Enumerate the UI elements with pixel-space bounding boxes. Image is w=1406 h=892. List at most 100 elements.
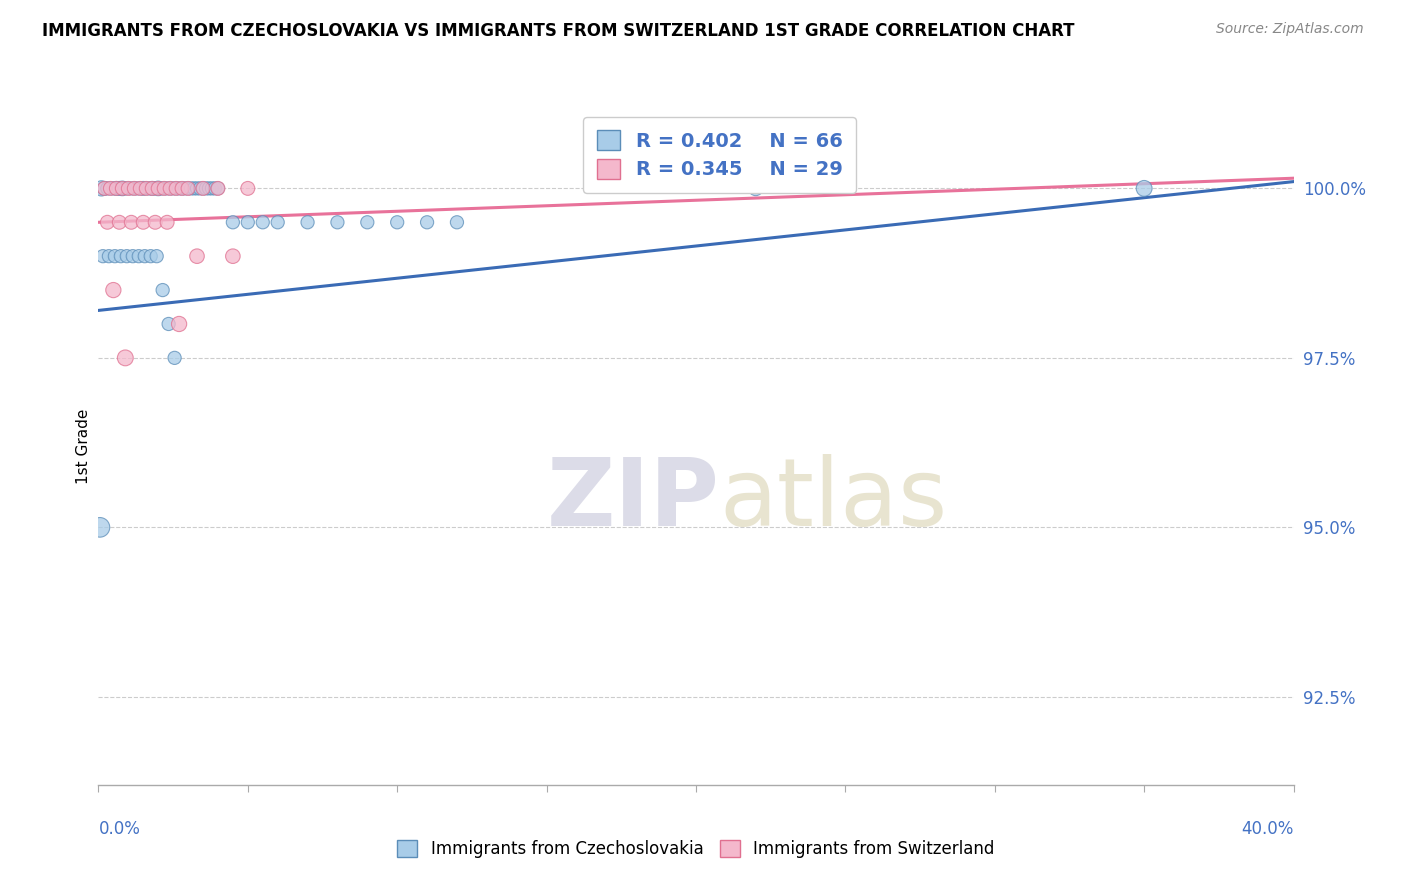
Point xyxy=(120,181,142,195)
Point xyxy=(267,215,290,229)
Point xyxy=(93,181,115,195)
Point xyxy=(165,181,187,195)
Point xyxy=(127,181,149,195)
Point xyxy=(236,215,259,229)
Point xyxy=(177,181,200,195)
Point xyxy=(163,351,186,365)
Point xyxy=(198,181,221,195)
Point xyxy=(98,181,122,195)
Point xyxy=(159,181,181,195)
Text: Source: ZipAtlas.com: Source: ZipAtlas.com xyxy=(1216,22,1364,37)
Point xyxy=(207,181,229,195)
Point xyxy=(117,181,139,195)
Point xyxy=(120,215,142,229)
Point xyxy=(104,249,127,263)
Point xyxy=(152,283,174,297)
Point xyxy=(96,181,118,195)
Point xyxy=(172,181,194,195)
Point xyxy=(129,181,152,195)
Point xyxy=(108,181,131,195)
Point xyxy=(156,181,179,195)
Point xyxy=(416,215,439,229)
Point xyxy=(138,181,160,195)
Point xyxy=(165,181,187,195)
Point xyxy=(159,181,181,195)
Point xyxy=(124,181,146,195)
Point xyxy=(446,215,468,229)
Point xyxy=(148,181,170,195)
Point xyxy=(135,181,157,195)
Point xyxy=(114,181,136,195)
Point xyxy=(236,181,259,195)
Point xyxy=(143,181,166,195)
Point xyxy=(297,215,319,229)
Text: atlas: atlas xyxy=(720,454,948,546)
Point xyxy=(157,317,180,331)
Point xyxy=(1133,181,1156,195)
Text: 0.0%: 0.0% xyxy=(98,820,141,838)
Point xyxy=(150,181,173,195)
Point xyxy=(96,215,118,229)
Y-axis label: 1st Grade: 1st Grade xyxy=(76,409,91,483)
Point xyxy=(103,283,125,297)
Point xyxy=(115,249,138,263)
Point xyxy=(167,181,190,195)
Point xyxy=(153,181,176,195)
Point xyxy=(105,181,128,195)
Point xyxy=(105,181,128,195)
Point xyxy=(222,249,245,263)
Point xyxy=(162,181,184,195)
Point xyxy=(180,181,202,195)
Point xyxy=(114,351,136,365)
Point xyxy=(174,181,197,195)
Point xyxy=(188,181,211,195)
Point xyxy=(207,181,229,195)
Point xyxy=(132,215,155,229)
Point xyxy=(194,181,218,195)
Point xyxy=(141,181,163,195)
Point xyxy=(129,181,152,195)
Point xyxy=(93,181,115,195)
Point xyxy=(222,215,245,229)
Point xyxy=(97,249,120,263)
Point xyxy=(356,215,378,229)
Point xyxy=(745,181,768,195)
Point xyxy=(111,181,134,195)
Point xyxy=(143,215,166,229)
Point xyxy=(135,181,157,195)
Point xyxy=(108,215,131,229)
Text: 40.0%: 40.0% xyxy=(1241,820,1294,838)
Point xyxy=(153,181,176,195)
Point xyxy=(124,181,146,195)
Point xyxy=(103,181,125,195)
Point xyxy=(139,249,162,263)
Legend: Immigrants from Czechoslovakia, Immigrants from Switzerland: Immigrants from Czechoslovakia, Immigran… xyxy=(391,833,1001,864)
Point xyxy=(132,181,155,195)
Point xyxy=(186,181,208,195)
Point xyxy=(191,181,214,195)
Text: ZIP: ZIP xyxy=(547,454,720,546)
Point xyxy=(172,181,194,195)
Point xyxy=(191,181,214,195)
Point xyxy=(91,249,114,263)
Point xyxy=(167,317,190,331)
Point xyxy=(117,181,139,195)
Point xyxy=(110,249,132,263)
Point xyxy=(141,181,163,195)
Point xyxy=(186,249,208,263)
Point xyxy=(204,181,226,195)
Text: IMMIGRANTS FROM CZECHOSLOVAKIA VS IMMIGRANTS FROM SWITZERLAND 1ST GRADE CORRELAT: IMMIGRANTS FROM CZECHOSLOVAKIA VS IMMIGR… xyxy=(42,22,1074,40)
Point xyxy=(201,181,224,195)
Point xyxy=(183,181,205,195)
Point xyxy=(177,181,200,195)
Point xyxy=(156,215,179,229)
Point xyxy=(252,215,274,229)
Point xyxy=(89,520,111,534)
Point xyxy=(90,181,112,195)
Point xyxy=(148,181,170,195)
Point xyxy=(385,215,409,229)
Point xyxy=(326,215,349,229)
Point xyxy=(145,249,167,263)
Point xyxy=(134,249,156,263)
Point xyxy=(128,249,150,263)
